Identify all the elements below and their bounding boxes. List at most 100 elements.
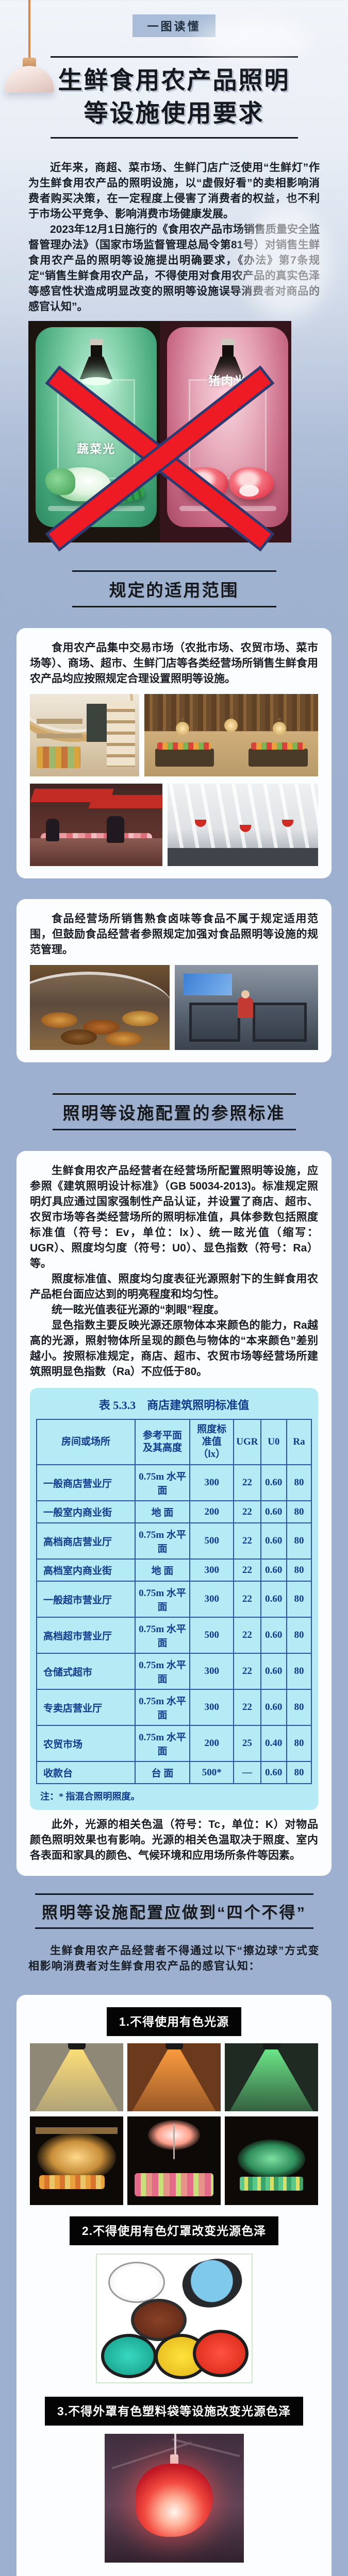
col-header-ugr: UGR [233,1419,261,1465]
table-row: 一般超市营业厅 0.75m 水平面 300 22 0.60 80 [36,1581,312,1618]
cell-u0: 0.60 [260,1464,288,1501]
cell-reference-plane: 0.75m 水平面 [134,1653,191,1690]
photo-night-stall-green-light [225,2116,318,2205]
cell-illuminance: 500 [189,1522,235,1560]
page-title-line1: 生鲜食用农产品照明 [58,66,290,94]
cell-u0: 0.60 [260,1617,288,1654]
standards-paragraph-2: 照度标准值、照度均匀度表征光源照射下的生鲜食用农产品柜台面应达到的明亮程度和均匀… [30,1273,318,1300]
table-row: 收款台 台 面 500* — 0.60 80 [36,1761,312,1784]
cell-ugr: 22 [233,1500,261,1523]
cell-room: 农贸市场 [36,1725,136,1762]
cell-ra: 80 [286,1464,312,1501]
photo-grocery-store [30,694,140,776]
four-donts-card: 1.不得使用有色光源 2.不得使用有色灯罩改变光源色泽 3.不得外罩有色塑料袋等… [16,1995,332,2576]
cell-ra: 80 [286,1522,312,1560]
meat-illustration [184,467,228,499]
vegetable-light-panel: 蔬菜光 [28,321,160,543]
col-header-ra: Ra [286,1419,312,1465]
cell-u0: 0.60 [260,1761,288,1784]
cell-illuminance: 300 [189,1558,235,1582]
photo-wet-market-meat-stall [30,784,163,866]
pendant-lamp-illustration [0,0,72,103]
background-glow-shape [196,21,309,57]
cell-room: 高档室内商业街 [36,1558,136,1582]
cell-u0: 0.60 [260,1689,288,1726]
cell-reference-plane: 台 面 [134,1761,191,1784]
cell-ra: 80 [286,1558,312,1582]
cell-ugr: 22 [233,1558,261,1582]
cabbage-leaf [45,468,75,495]
cell-ugr: 22 [233,1617,261,1654]
page-title: 生鲜食用农产品照明 等设施使用要求 [50,56,298,139]
table-title: 表 5.3.3 商店建筑照明标准值 [98,1399,250,1412]
table-row: 一般商店营业厅 0.75m 水平面 300 22 0.60 80 [36,1464,312,1501]
background-glow-shape [242,206,330,319]
photo-deli-counter [175,965,318,1050]
green-lamp-icon [79,339,113,386]
scope-card2-text: 食品经营场所销售熟食卤味等食品不属于规定适用范围，但鼓励食品经营者参照规定加强对… [30,913,318,956]
table-row: 农贸市场 0.75m 水平面 200 25 0.40 80 [36,1725,312,1762]
rule2-banner: 2.不得使用有色灯罩改变光源色泽 [69,2216,279,2245]
teal-lamp-cover [101,2334,157,2378]
cell-u0: 0.60 [260,1522,288,1560]
cell-ra: 80 [286,1581,312,1618]
cell-illuminance: 200 [189,1500,235,1523]
display-backwall [189,379,267,479]
cell-u0: 0.40 [260,1725,288,1762]
photo-green-colored-light [225,2043,318,2111]
col-header-reference-plane: 参考平面 及其高度 [134,1419,191,1465]
pork-light-label: 猪肉光 [208,374,247,388]
cell-room: 收款台 [36,1761,136,1784]
table-row: 高档商店营业厅 0.75m 水平面 500 22 0.60 80 [36,1522,312,1560]
cell-reference-plane: 0.75m 水平面 [134,1522,191,1560]
col-header-room: 房间或场所 [36,1419,136,1465]
section-heading-scope: 规定的适用范围 [72,570,276,607]
rule3-banner: 3.不得外罩有色塑料袋等设施改变光源色泽 [44,2397,304,2426]
rule1-banner: 1.不得使用有色光源 [106,2007,242,2036]
cell-room: 高档商店营业厅 [36,1522,136,1560]
standards-paragraph-1: 生鲜食用农产品经营者在经营场所配置照明等设施，应参照《建筑照明设计标准》（GB … [30,1165,318,1269]
cell-ugr: 22 [233,1522,261,1560]
cell-ra: 80 [286,1725,312,1762]
fresh-light-comparison-photo: 蔬菜光 猪肉光 [28,321,291,552]
cell-reference-plane: 0.75m 水平面 [134,1725,191,1762]
intro-paragraph-1: 近年来，商超、菜市场、生鲜门店广泛使用“生鲜灯”作为生鲜食用农产品的照明设施，以… [28,162,320,220]
cell-room: 一般超市营业厅 [36,1581,136,1618]
pink-light-box: 猪肉光 [167,327,288,527]
cell-reference-plane: 0.75m 水平面 [134,1689,191,1726]
table-row: 专卖店营业厅 0.75m 水平面 300 22 0.60 80 [36,1689,312,1726]
cell-ugr: 22 [233,1464,261,1501]
display-floor [47,505,145,511]
cell-room: 仓储式超市 [36,1653,136,1690]
photo-cooked-food-display [30,965,170,1050]
green-light-box: 蔬菜光 [36,327,157,527]
cell-u0: 0.60 [260,1500,288,1523]
standards-paragraph-4: 显色指数主要反映光源还原物体本来颜色的能力，Ra越高的光源，照射物体所呈现的颜色… [30,1319,318,1378]
pork-light-panel: 猪肉光 [160,321,291,543]
cell-reference-plane: 0.75m 水平面 [134,1464,191,1501]
cell-room: 一般商店营业厅 [36,1464,136,1501]
photo-lamp-with-red-plastic-bag [104,2434,244,2563]
photo-store-ceiling-lights [168,784,318,866]
cell-u0: 0.60 [260,1653,288,1690]
cell-ra: 80 [286,1653,312,1690]
display-floor [179,505,276,511]
cell-ugr: 22 [233,1581,261,1618]
cell-illuminance: 500* [189,1761,235,1784]
standards-card: 生鲜食用农产品经营者在经营场所配置照明等设施，应参照《建筑照明设计标准》（GB … [16,1151,332,1876]
cell-reference-plane: 地 面 [134,1500,191,1523]
blue-lamp-reflector [177,2253,247,2314]
cell-room: 专卖店营业厅 [36,1689,136,1726]
table-row: 高档超市营业厅 0.75m 水平面 500 22 0.60 80 [36,1617,312,1654]
cell-u0: 0.60 [260,1581,288,1618]
section-heading-standards: 照明等设施配置的参照标准 [52,1093,296,1130]
cell-ra: 80 [286,1689,312,1726]
cell-ugr: 25 [233,1725,261,1762]
col-header-u0: U0 [260,1419,288,1465]
cell-ra: 80 [286,1761,312,1784]
scope-card1-text: 食用农产品集中交易市场（农批市场、农贸市场、菜市场等）、商场、超市、生鲜门店等各… [30,642,318,685]
lighting-standards-table: 房间或场所 参考平面 及其高度 照度标准值 （lx） UGR U0 Ra 一般商… [36,1419,312,1784]
cell-ugr: 22 [233,1653,261,1690]
meat-illustration [229,467,274,499]
photo-supermarket-hall [144,694,318,776]
